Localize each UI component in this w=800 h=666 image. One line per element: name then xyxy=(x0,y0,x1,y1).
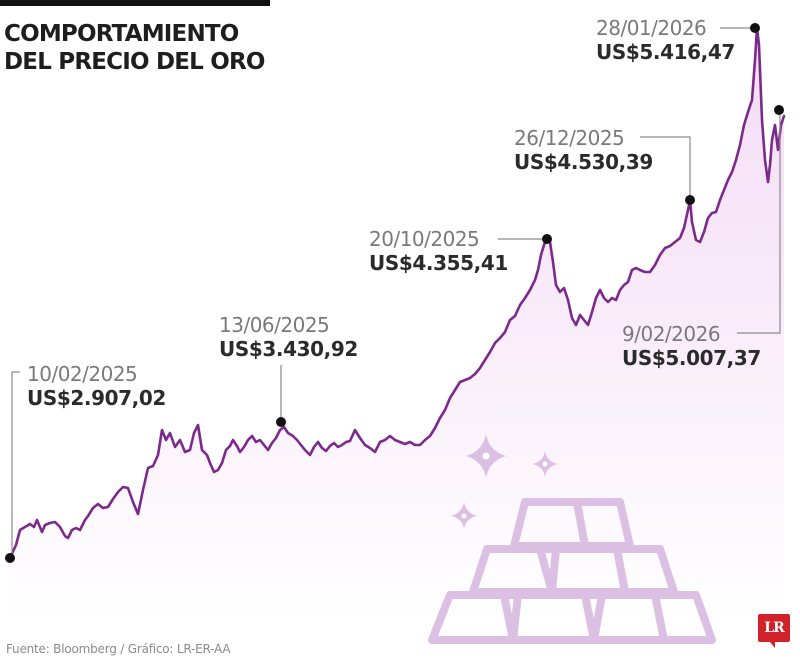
chart-title: COMPORTAMIENTO DEL PRECIO DEL ORO xyxy=(4,20,265,76)
annotation-jan-2026: 28/01/2026 US$5.416,47 xyxy=(596,16,735,64)
annotation-price: US$5.416,47 xyxy=(596,40,735,64)
annotation-dec-2025: 26/12/2025 US$4.530,39 xyxy=(514,126,653,174)
marker-dot-jan-2026 xyxy=(750,23,760,33)
marker-dot-jun-2025 xyxy=(276,417,286,427)
annotation-date: 20/10/2025 xyxy=(369,227,480,251)
marker-dot-dec-2025 xyxy=(685,195,695,205)
annotation-markers xyxy=(5,23,784,563)
annotation-date: 13/06/2025 xyxy=(219,313,330,337)
price-area-fill xyxy=(10,28,784,620)
annotation-date: 9/02/2026 xyxy=(622,322,721,346)
annotation-date: 28/01/2026 xyxy=(596,16,707,40)
annotation-price: US$2.907,02 xyxy=(27,386,166,410)
leader-line-feb-2025 xyxy=(11,371,20,558)
source-credit: Fuente: Bloomberg / Gráfico: LR-ER-AA xyxy=(6,642,231,656)
lr-logo: LR xyxy=(758,614,790,648)
annotation-price: US$3.430,92 xyxy=(219,337,358,361)
price-line xyxy=(8,26,786,560)
annotation-price: US$5.007,37 xyxy=(622,346,761,370)
annotation-date: 26/12/2025 xyxy=(514,126,625,150)
sparkle-icons xyxy=(451,434,558,529)
annotation-feb-2026: 9/02/2026 US$5.007,37 xyxy=(622,322,761,370)
marker-dot-feb-2025 xyxy=(5,553,15,563)
leader-line-feb-2026 xyxy=(737,110,781,334)
annotation-feb-2025: 10/02/2025 US$2.907,02 xyxy=(27,362,166,410)
top-accent-bar xyxy=(0,0,270,6)
annotation-price: US$4.530,39 xyxy=(514,150,653,174)
marker-dot-oct-2025 xyxy=(542,234,552,244)
leader-line-dec-2025 xyxy=(640,136,691,200)
title-line-2: DEL PRECIO DEL ORO xyxy=(4,49,265,75)
annotation-date: 10/02/2025 xyxy=(27,362,138,386)
gold-bars-icon xyxy=(428,498,716,644)
annotation-jun-2025: 13/06/2025 US$3.430,92 xyxy=(219,313,358,361)
marker-dot-feb-2026 xyxy=(774,105,784,115)
annotation-price: US$4.355,41 xyxy=(369,251,508,275)
annotation-oct-2025: 20/10/2025 US$4.355,41 xyxy=(369,227,508,275)
title-line-1: COMPORTAMIENTO xyxy=(4,21,239,47)
